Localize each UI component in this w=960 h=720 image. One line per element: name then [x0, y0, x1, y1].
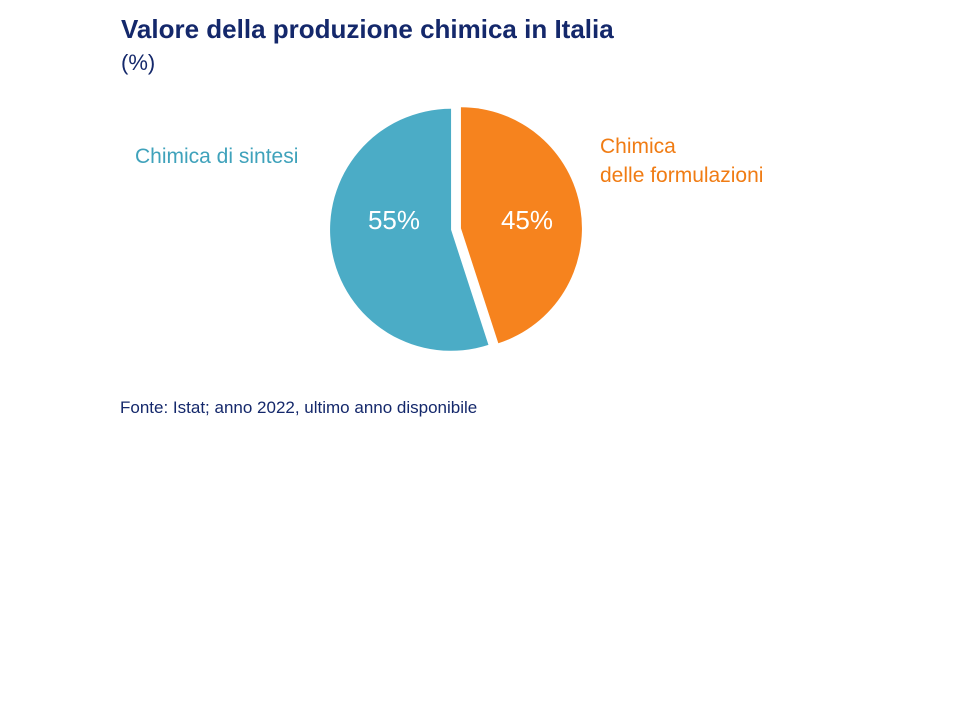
pie-data-label-45: 45%: [501, 205, 553, 235]
label-chimica-delle-formulazioni-line1: Chimica: [600, 135, 676, 158]
label-chimica-delle-formulazioni-line2: delle formulazioni: [600, 164, 764, 187]
pie-slice-chimica-delle-formulazioni: [460, 107, 582, 344]
pie-slice-chimica-di-sintesi: [330, 108, 489, 351]
label-chimica-di-sintesi: Chimica di sintesi: [135, 145, 299, 168]
chart-subtitle-unit: (%): [121, 50, 156, 75]
label-chimica-delle-formulazioni: Chimica delle formulazioni: [600, 132, 763, 190]
chart-title: Valore della produzione chimica in Itali…: [121, 14, 614, 44]
source-note: Fonte: Istat; anno 2022, ultimo anno dis…: [120, 398, 478, 417]
pie-data-label-55: 55%: [368, 205, 420, 235]
pie-chart: 45% 55%: [330, 107, 582, 351]
